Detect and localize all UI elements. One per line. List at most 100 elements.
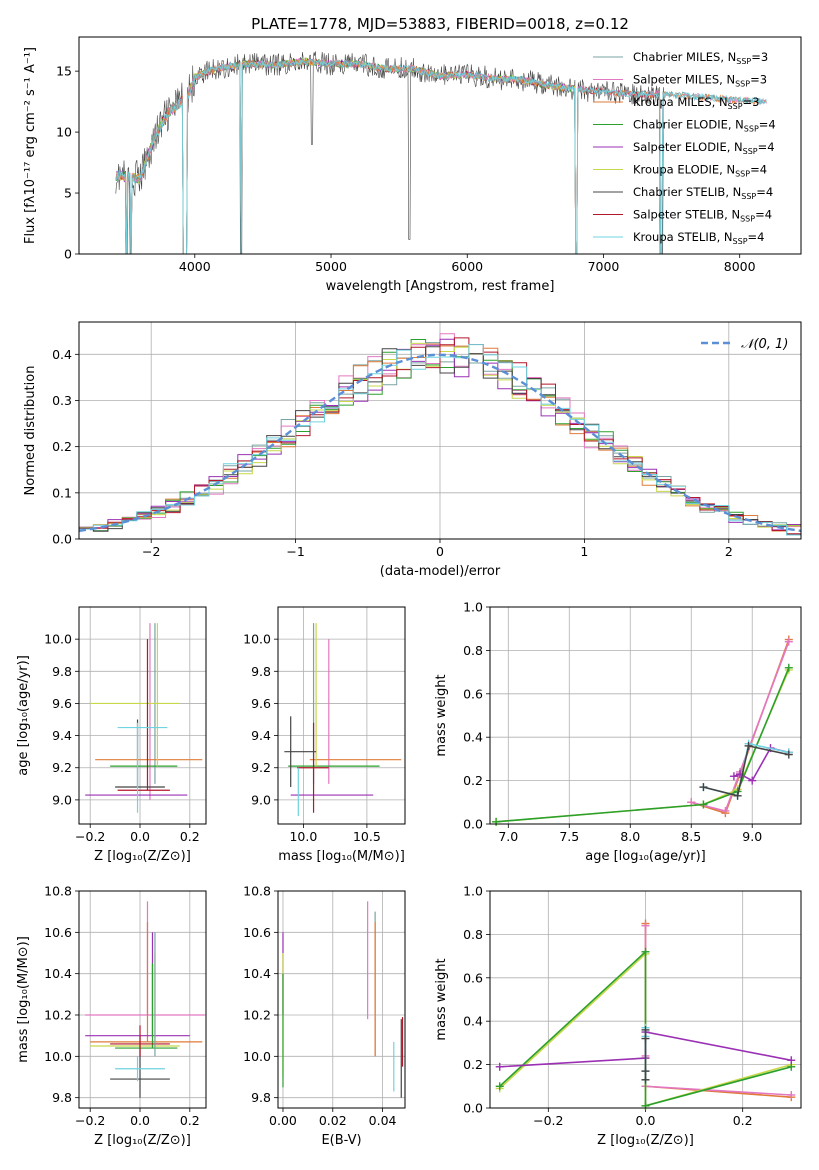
x-tick-label: 8.0 (620, 829, 640, 844)
y-tick-label: 10.0 (44, 632, 72, 647)
x-tick-label: 0.04 (369, 1113, 397, 1128)
y-tick-label: 9.8 (251, 664, 271, 679)
y-tick-label: 10.0 (243, 1049, 271, 1064)
x-tick-label: −0.2 (533, 1113, 563, 1128)
y-tick-label: 0.2 (463, 1057, 483, 1072)
y-tick-label: 0.0 (463, 1101, 483, 1116)
y-tick-label: 9.6 (52, 696, 72, 711)
y-tick-label: 0.3 (52, 393, 72, 408)
x-axis-label: Z [log₁₀(Z/Z⊙)] (94, 849, 191, 864)
panel-z-mass: −0.2 0.0 0.2 9.8 10.0 10.2 10.4 10.6 10.8 Z [log₁… (16, 884, 207, 1148)
x-tick-label: −0.2 (75, 1113, 105, 1128)
spectrum-line-chabrier_stelib (115, 51, 666, 255)
axes-frame (277, 606, 406, 825)
y-axis-label: mass weight (434, 958, 449, 1040)
spectrum-line-chabrier_miles (115, 57, 767, 255)
series-line-chabrier_elodie (496, 667, 790, 823)
legend-label: Chabrier MILES, NSSP=3 (633, 50, 768, 66)
histogram-salpeter_stelib (79, 337, 801, 535)
y-tick-label: 0.8 (463, 643, 483, 658)
axes-frame (78, 890, 207, 1109)
legend-label: Chabrier STELIB, NSSP=4 (633, 185, 773, 201)
spectrum-line-salpeter_miles (115, 57, 767, 255)
x-tick-label: 7.5 (559, 829, 579, 844)
y-tick-label: 10.0 (243, 632, 271, 647)
y-tick-label: 0.1 (52, 485, 72, 500)
y-tick-label: 9.2 (251, 760, 271, 775)
x-tick-label: 0 (436, 544, 444, 559)
legend-label: Chabrier ELODIE, NSSP=4 (633, 118, 776, 134)
x-axis-label: Z [log₁₀(Z/Z⊙)] (94, 1133, 191, 1148)
y-tick-label: 9.0 (251, 792, 271, 807)
y-tick-label: 0.0 (463, 817, 483, 832)
panel-age-weight: 7.0 7.5 8.0 8.5 9.0 0.0 0.2 0.4 0.6 0.8 1.0 age [lo… (434, 600, 802, 864)
y-tick-label: 0.4 (463, 1014, 483, 1029)
legend-label: Salpeter MILES, NSSP=3 (633, 73, 767, 89)
x-axis-label: wavelength [Angstrom, rest frame] (326, 279, 555, 294)
y-axis-label: age [log₁₀(age/yr)] (16, 655, 31, 776)
y-tick-label: 10.0 (44, 1049, 72, 1064)
axes-frame (78, 321, 802, 540)
x-tick-label: 0.2 (733, 1113, 753, 1128)
x-tick-label: 10.5 (353, 829, 381, 844)
y-tick-label: 5 (64, 186, 72, 201)
x-tick-label: −1 (286, 544, 304, 559)
spectrum-line-salpeter_elodie (115, 58, 580, 255)
x-tick-label: 0.0 (130, 829, 150, 844)
x-tick-label: 7.0 (498, 829, 518, 844)
y-axis-label: mass weight (434, 674, 449, 756)
x-tick-label: 9.0 (742, 829, 762, 844)
y-tick-label: 9.4 (251, 728, 271, 743)
legend-label: 𝒩(0, 1) (741, 337, 788, 352)
legend-label: Kroupa ELODIE, NSSP=4 (633, 163, 767, 179)
legend-label: Kroupa STELIB, NSSP=4 (633, 230, 764, 246)
panel-mass-age: 10.0 10.5 9.0 9.2 9.4 9.6 9.8 10.0 mass [log₁₀(M… (243, 606, 406, 864)
y-tick-label: 1.0 (463, 600, 483, 615)
histogram-kroupa_stelib (79, 344, 801, 536)
x-tick-label: 2 (725, 544, 733, 559)
y-tick-label: 10.2 (243, 1008, 271, 1023)
y-tick-label: 10 (56, 125, 72, 140)
x-tick-label: 1 (580, 544, 588, 559)
x-tick-label: 8.5 (681, 829, 701, 844)
y-tick-label: 10.4 (243, 966, 271, 981)
x-axis-label: mass [log₁₀(M/M⊙)] (278, 849, 405, 864)
series-line-chabrier_stelib (703, 744, 789, 797)
x-tick-label: 0.0 (130, 1113, 150, 1128)
y-axis-label: Flux [fλ10⁻¹⁷ erg cm⁻² s⁻¹ A⁻¹] (23, 47, 38, 244)
legend-label: Salpeter STELIB, NSSP=4 (633, 208, 772, 224)
x-tick-label: 6000 (451, 259, 483, 274)
x-tick-label: 0.00 (269, 1113, 297, 1128)
y-tick-label: 9.4 (52, 728, 72, 743)
y-tick-label: 9.6 (251, 696, 271, 711)
gaussian-curve (78, 353, 802, 533)
axes-frame (78, 36, 802, 255)
y-axis-label: Normed distribution (23, 366, 38, 496)
panel-z-weight: −0.2 0.0 0.2 0.0 0.2 0.4 0.6 0.8 1.0 Z [log₁₀(Z/Z… (434, 884, 802, 1148)
axes-frame (489, 606, 802, 825)
x-tick-label: 7000 (588, 259, 620, 274)
y-tick-label: 0.2 (463, 773, 483, 788)
y-tick-label: 1.0 (463, 884, 483, 899)
figure-title: PLATE=1778, MJD=53883, FIBERID=0018, z=0… (251, 15, 629, 33)
x-tick-label: 4000 (179, 259, 211, 274)
y-tick-label: 10.2 (44, 1008, 72, 1023)
series-line-salpeter_miles (644, 925, 792, 1096)
axes-frame (277, 890, 406, 1109)
x-tick-label: −0.2 (75, 829, 105, 844)
y-tick-label: 0.2 (52, 439, 72, 454)
x-axis-label: Z [log₁₀(Z/Z⊙)] (597, 1133, 694, 1148)
legend-label: Salpeter ELODIE, NSSP=4 (633, 140, 775, 156)
y-tick-label: 10.6 (243, 925, 271, 940)
spectrum-line-kroupa_stelib (115, 58, 767, 255)
y-tick-label: 0.4 (463, 730, 483, 745)
spectrum-line-kroupa_miles (115, 57, 767, 255)
x-axis-label: age [log₁₀(age/yr)] (585, 849, 706, 864)
y-tick-label: 0.0 (52, 532, 72, 547)
y-tick-label: 9.0 (52, 792, 72, 807)
spectrum-line-chabrier_elodie (115, 57, 580, 255)
x-axis-label: (data-model)/error (380, 564, 501, 579)
panel-z-age: −0.2 0.0 0.2 9.0 9.2 9.4 9.6 9.8 10.0 Z [log₁₀(Z/… (16, 606, 207, 864)
panel-spectrum: 4000 5000 6000 7000 8000 0 5 10 15 wavelength [An… (23, 36, 802, 294)
